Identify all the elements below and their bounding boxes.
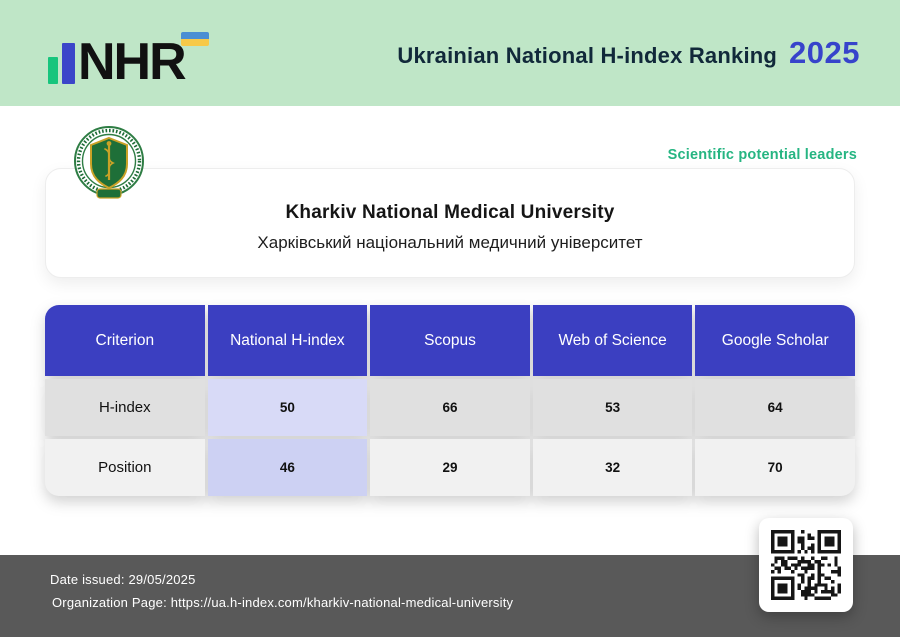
nhr-logo: NHR [48, 30, 213, 92]
page-title-group: Ukrainian National H-index Ranking 2025 [397, 35, 860, 71]
position-scopus-value: 29 [370, 439, 530, 496]
university-crest-logo [74, 126, 144, 199]
row-label-position: Position [45, 439, 205, 496]
table-header-criterion: Criterion [45, 305, 205, 376]
h-index-scopus-value: 66 [370, 379, 530, 436]
logo-bar-blue-icon [62, 43, 75, 84]
position-scholar-value: 70 [695, 439, 855, 496]
university-name-uk: Харківський національний медичний універ… [257, 232, 643, 252]
h-index-national-value: 50 [207, 379, 368, 436]
page-title-year: 2025 [789, 35, 860, 70]
h-index-wos-value: 53 [532, 379, 693, 436]
page-title: Ukrainian National H-index Ranking [397, 43, 778, 68]
ukraine-flag-icon [180, 32, 209, 46]
logo-text: NHR [78, 33, 187, 92]
table-header-google-scholar: Google Scholar [695, 305, 855, 376]
position-wos-value: 32 [532, 439, 693, 496]
header-band: NHR Ukrainian National H-index Ranking 2… [0, 0, 900, 106]
table-header-scopus: Scopus [370, 305, 530, 376]
ranking-table: Criterion National H-index Scopus Web of… [45, 305, 855, 496]
table-header-web-of-science: Web of Science [532, 305, 693, 376]
university-name-en: Kharkiv National Medical University [285, 201, 615, 223]
row-label-h-index: H-index [45, 379, 205, 436]
date-issued: Date issued: 29/05/2025 [50, 572, 196, 587]
table-header-national-h-index: National H-index [207, 305, 368, 376]
qr-card [759, 518, 853, 612]
position-national-value: 46 [207, 439, 368, 496]
university-card: Kharkiv National Medical University Харк… [45, 168, 855, 278]
logo-bar-green-icon [48, 57, 58, 84]
h-index-scholar-value: 64 [695, 379, 855, 436]
category-badge: Scientific potential leaders [667, 147, 857, 163]
footer-band: Date issued: 29/05/2025 Organization Pag… [0, 555, 900, 637]
qr-code [771, 530, 841, 600]
organization-page: Organization Page: https://ua.h-index.co… [52, 595, 514, 610]
